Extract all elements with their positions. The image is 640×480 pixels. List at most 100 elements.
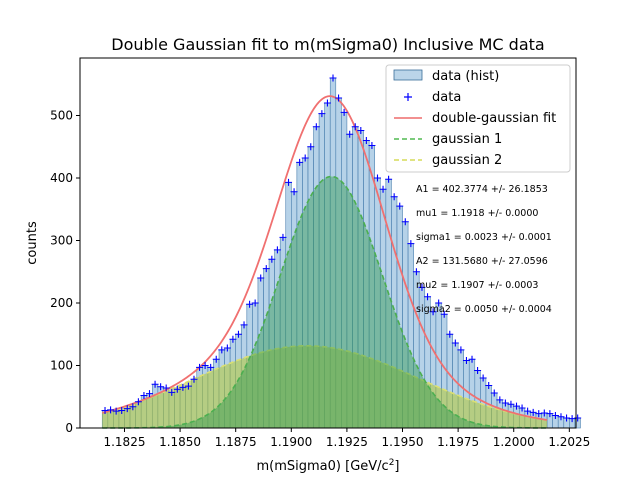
data-point — [390, 193, 398, 201]
data-point — [168, 388, 176, 396]
data-point — [196, 363, 204, 371]
data-point — [323, 99, 331, 107]
data-point — [401, 218, 409, 226]
gaussian-1-area — [102, 175, 548, 429]
data-point — [268, 255, 276, 263]
data-point — [223, 344, 231, 352]
data-point — [307, 143, 315, 151]
data-point — [173, 385, 181, 393]
y-axis-label: counts — [25, 221, 40, 265]
data-point — [357, 127, 365, 134]
data-point — [568, 415, 576, 423]
data-point — [368, 142, 376, 149]
data-point — [107, 406, 115, 414]
data-point — [134, 398, 142, 406]
data-point — [312, 123, 320, 131]
y-tick-label: 200 — [50, 296, 73, 310]
data-point — [501, 399, 509, 407]
data-point — [201, 362, 209, 369]
data-point — [457, 346, 465, 354]
data-point — [151, 380, 159, 388]
data-point — [301, 154, 309, 162]
data-point — [535, 410, 543, 418]
data-point — [218, 346, 226, 354]
plot-frame — [79, 57, 577, 429]
gaussian-2-area — [102, 344, 548, 428]
data-point — [362, 137, 370, 144]
legend-marker-data — [404, 93, 412, 101]
data-point — [112, 407, 120, 415]
data-point — [468, 355, 476, 363]
data-point — [212, 355, 220, 363]
legend-label-data: data — [432, 90, 461, 105]
data-points — [101, 74, 582, 423]
data-point — [524, 407, 532, 415]
data-point — [385, 175, 393, 183]
x-tick-label: 1.1900 — [270, 435, 312, 449]
double-gaussian-fit-line — [102, 95, 548, 421]
annotation-a2: A2 = 131.5680 +/- 27.0596 — [416, 256, 548, 267]
data-point — [285, 178, 293, 186]
data-point — [262, 265, 270, 273]
gaussian-1-fill — [102, 176, 548, 428]
data-point — [257, 274, 265, 282]
data-point — [296, 158, 304, 166]
chart-title: Double Gaussian fit to m(mSigma0) Inclus… — [111, 35, 544, 54]
data-point — [234, 330, 242, 338]
data-point — [507, 400, 515, 408]
data-point — [424, 293, 432, 301]
y-tick-label: 400 — [50, 171, 73, 185]
data-point — [246, 300, 254, 308]
data-point — [146, 390, 154, 398]
annotation-sigma1: sigma1 = 0.0023 +/- 0.0001 — [416, 232, 552, 243]
x-tick-label: 1.1950 — [382, 435, 424, 449]
y-tick-label: 500 — [50, 109, 73, 123]
data-point — [118, 407, 126, 414]
data-point — [407, 240, 415, 248]
data-point — [574, 414, 582, 422]
data-point — [474, 367, 482, 374]
x-tick-label: 1.1825 — [103, 435, 145, 449]
data-point — [101, 407, 109, 414]
x-tick-label: 1.1975 — [437, 435, 479, 449]
data-point — [429, 308, 437, 316]
data-point — [462, 357, 470, 364]
gaussian-2-line — [102, 344, 548, 421]
data-point — [563, 414, 571, 422]
data-point — [240, 321, 248, 329]
x-tick-label: 1.2000 — [493, 435, 535, 449]
data-point — [451, 339, 459, 347]
fit-parameters: A1 = 402.3774 +/- 26.1853 mu1 = 1.1918 +… — [416, 184, 552, 315]
data-point — [518, 404, 526, 412]
data-point — [418, 283, 426, 291]
data-point — [485, 382, 493, 389]
data-point — [551, 412, 559, 419]
data-point — [207, 363, 215, 371]
data-point — [273, 246, 281, 254]
gaussian-2-fill — [102, 345, 548, 428]
data-point — [179, 383, 187, 391]
data-point — [229, 335, 237, 343]
x-axis-ticks: 1.1825 1.1850 1.1875 1.1900 1.1925 1.1950 1.19… — [103, 428, 590, 449]
x-axis-label-superscript: 2 — [389, 458, 395, 468]
data-point — [513, 402, 521, 410]
data-point — [251, 299, 259, 307]
data-point — [479, 374, 487, 382]
annotation-a1: A1 = 402.3774 +/- 26.1853 — [416, 184, 548, 195]
annotation-mu1: mu1 = 1.1918 +/- 0.0000 — [416, 208, 538, 219]
legend: data (hist) data double-gaussian fit gau… — [385, 64, 571, 173]
data-point — [157, 383, 165, 391]
data-point — [529, 408, 537, 416]
y-tick-label: 300 — [50, 234, 73, 248]
data-point — [373, 174, 381, 182]
data-point — [540, 409, 548, 417]
data-point — [396, 202, 404, 210]
data-point — [184, 382, 192, 390]
data-point — [379, 185, 387, 193]
data-point — [490, 389, 498, 397]
data-point — [351, 123, 359, 131]
fit-curve — [102, 95, 548, 421]
annotation-mu2: mu2 = 1.1907 +/- 0.0003 — [416, 280, 538, 291]
legend-label-fit: double-gaussian fit — [432, 111, 556, 126]
